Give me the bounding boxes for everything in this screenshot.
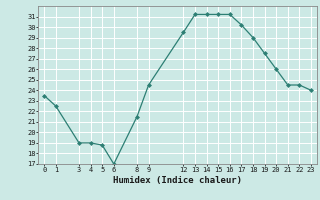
X-axis label: Humidex (Indice chaleur): Humidex (Indice chaleur) (113, 176, 242, 185)
